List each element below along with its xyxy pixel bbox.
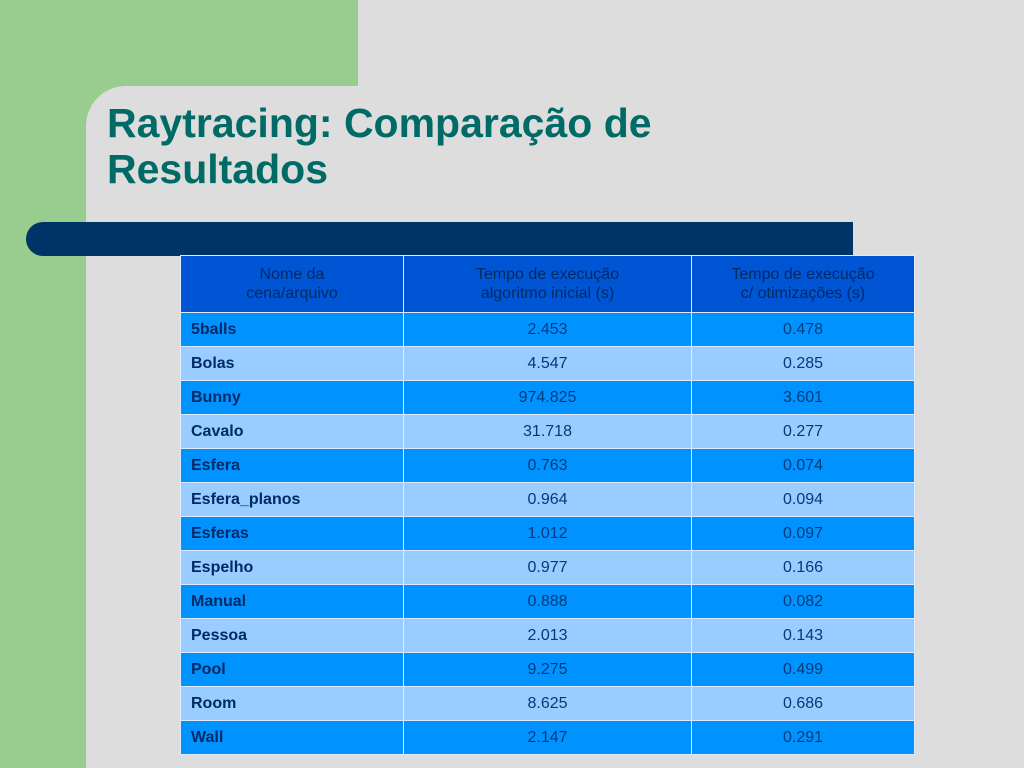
initial-time-cell: 4.547 <box>403 346 692 381</box>
initial-time-cell: 2.013 <box>403 618 692 653</box>
table-row: Manual 0.888 0.082 <box>180 584 915 619</box>
initial-time-cell: 974.825 <box>403 380 692 415</box>
header-row: Nome da cena/arquivo Tempo de execução a… <box>180 255 915 313</box>
header-text: c/ otimizações (s) <box>740 285 866 302</box>
initial-time-cell: 31.718 <box>403 414 692 449</box>
scene-name-cell: Cavalo <box>180 414 404 449</box>
scene-name-cell: Esfera_planos <box>180 482 404 517</box>
header-text: algoritmo inicial (s) <box>480 285 615 302</box>
table-row: Bolas 4.547 0.285 <box>180 346 915 381</box>
optimized-time-cell: 0.285 <box>691 346 915 381</box>
table-row: Pool 9.275 0.499 <box>180 652 915 687</box>
table-row: Bunny 974.825 3.601 <box>180 380 915 415</box>
initial-time-cell: 2.147 <box>403 720 692 755</box>
header-initial-time: Tempo de execução algoritmo inicial (s) <box>403 255 692 313</box>
initial-time-cell: 0.888 <box>403 584 692 619</box>
scene-name-cell: Esferas <box>180 516 404 551</box>
optimized-time-cell: 0.277 <box>691 414 915 449</box>
table-body: 5balls 2.453 0.478 Bolas 4.547 0.285 Bun… <box>180 312 915 755</box>
table-row: 5balls 2.453 0.478 <box>180 312 915 347</box>
initial-time-cell: 1.012 <box>403 516 692 551</box>
scene-name-cell: Bolas <box>180 346 404 381</box>
optimized-time-cell: 0.074 <box>691 448 915 483</box>
scene-name-cell: Manual <box>180 584 404 619</box>
optimized-time-cell: 3.601 <box>691 380 915 415</box>
slide-title-line-2: Resultados <box>107 146 328 192</box>
header-text: Nome da <box>259 266 325 283</box>
slide-title-line-1: Raytracing: Comparação de <box>107 100 652 146</box>
table-row: Espelho 0.977 0.166 <box>180 550 915 585</box>
scene-name-cell: Pessoa <box>180 618 404 653</box>
slide-title: Raytracing: Comparação de Resultados <box>107 100 987 192</box>
optimized-time-cell: 0.686 <box>691 686 915 721</box>
title-divider-bar <box>26 222 853 256</box>
optimized-time-cell: 0.499 <box>691 652 915 687</box>
results-table: Nome da cena/arquivo Tempo de execução a… <box>180 255 915 755</box>
header-text: cena/arquivo <box>246 285 338 302</box>
table-row: Wall 2.147 0.291 <box>180 720 915 755</box>
table-row: Cavalo 31.718 0.277 <box>180 414 915 449</box>
optimized-time-cell: 0.143 <box>691 618 915 653</box>
table-row: Room 8.625 0.686 <box>180 686 915 721</box>
initial-time-cell: 2.453 <box>403 312 692 347</box>
table-row: Esferas 1.012 0.097 <box>180 516 915 551</box>
scene-name-cell: Wall <box>180 720 404 755</box>
initial-time-cell: 0.977 <box>403 550 692 585</box>
scene-name-cell: Pool <box>180 652 404 687</box>
initial-time-cell: 8.625 <box>403 686 692 721</box>
initial-time-cell: 0.763 <box>403 448 692 483</box>
initial-time-cell: 0.964 <box>403 482 692 517</box>
table-row: Esfera 0.763 0.074 <box>180 448 915 483</box>
optimized-time-cell: 0.082 <box>691 584 915 619</box>
header-text: Tempo de execução <box>475 266 620 283</box>
scene-name-cell: 5balls <box>180 312 404 347</box>
scene-name-cell: Espelho <box>180 550 404 585</box>
optimized-time-cell: 0.478 <box>691 312 915 347</box>
optimized-time-cell: 0.094 <box>691 482 915 517</box>
table-row: Pessoa 2.013 0.143 <box>180 618 915 653</box>
optimized-time-cell: 0.291 <box>691 720 915 755</box>
table-row: Esfera_planos 0.964 0.094 <box>180 482 915 517</box>
initial-time-cell: 9.275 <box>403 652 692 687</box>
scene-name-cell: Room <box>180 686 404 721</box>
header-scene-name: Nome da cena/arquivo <box>180 255 404 313</box>
scene-name-cell: Bunny <box>180 380 404 415</box>
header-text: Tempo de execução <box>731 266 875 283</box>
scene-name-cell: Esfera <box>180 448 404 483</box>
header-optimized-time: Tempo de execução c/ otimizações (s) <box>691 255 915 313</box>
optimized-time-cell: 0.097 <box>691 516 915 551</box>
table-header: Nome da cena/arquivo Tempo de execução a… <box>180 255 915 313</box>
optimized-time-cell: 0.166 <box>691 550 915 585</box>
